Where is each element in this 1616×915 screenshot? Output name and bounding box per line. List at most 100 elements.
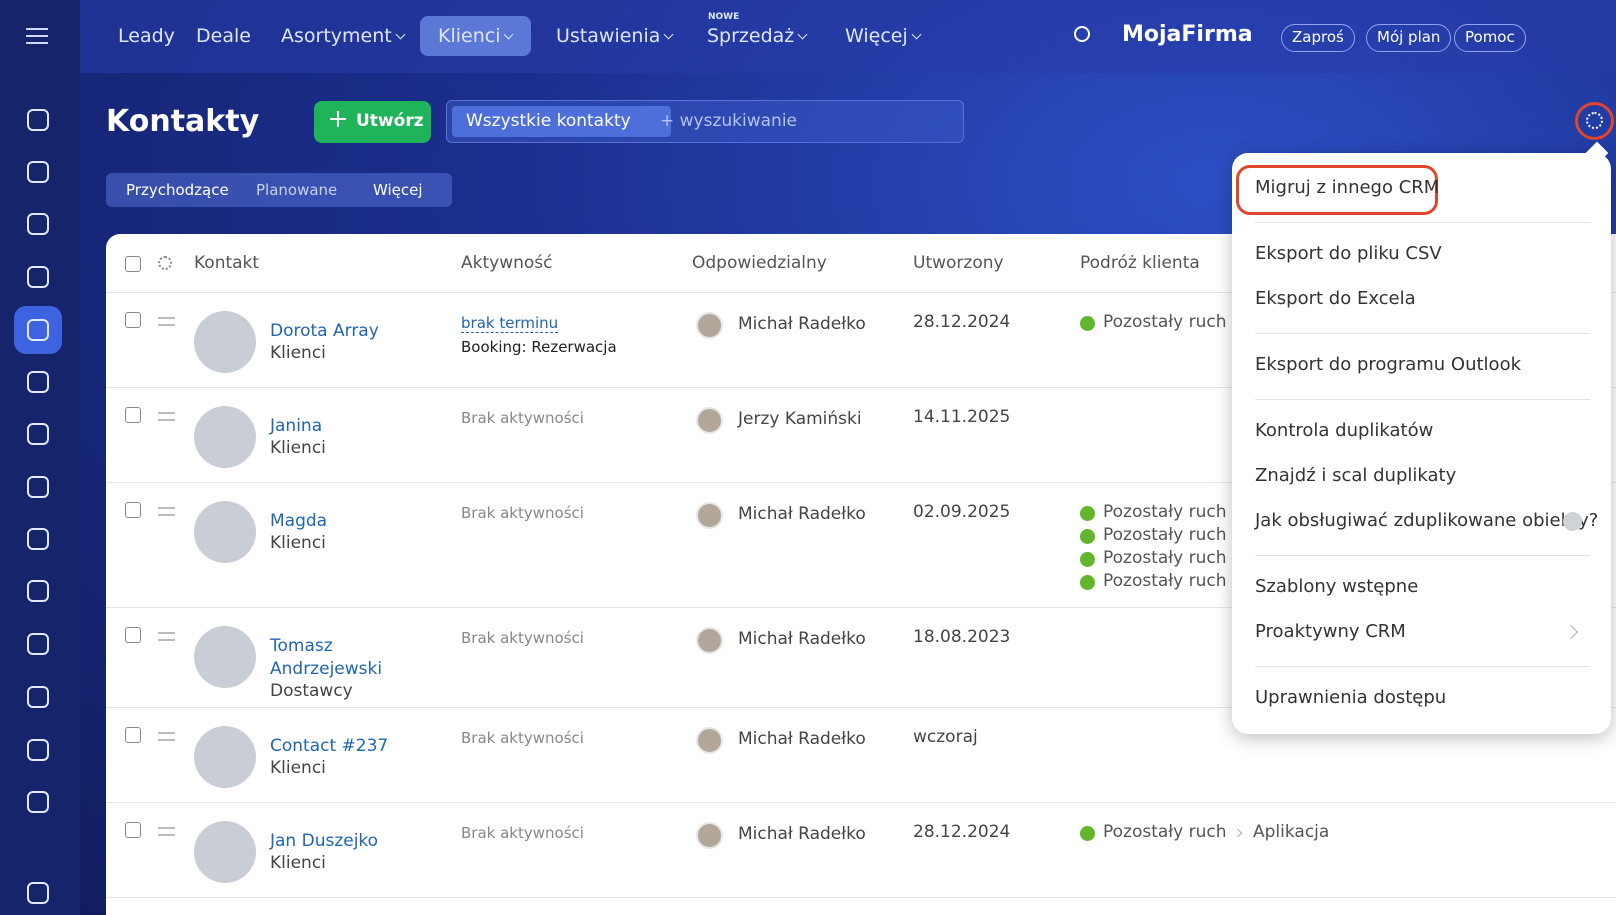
journey-icon [1080, 529, 1095, 544]
nav-item[interactable]: Ustawienia [556, 25, 661, 47]
contact-avatar [194, 626, 256, 688]
contact-name[interactable]: Dorota Array [270, 321, 379, 341]
menu-popup [1232, 153, 1611, 734]
sidebar-icon[interactable] [27, 371, 49, 393]
responsible-avatar [696, 407, 723, 434]
sidebar-icon[interactable] [27, 266, 49, 288]
settings-ring [1575, 102, 1614, 140]
contact-name[interactable]: Jan Duszejko [270, 831, 379, 851]
sidebar-icon[interactable] [27, 791, 49, 813]
settings-gear[interactable] [1586, 112, 1603, 129]
header-checkbox[interactable] [125, 256, 141, 272]
sidebar-active [14, 306, 62, 354]
responsible-name[interactable]: Michał Radełko [738, 629, 866, 649]
contact-type: Klienci [270, 853, 326, 873]
menu-item[interactable]: Eksport do programu Outlook [1255, 354, 1522, 375]
tab[interactable]: Planowane [256, 181, 338, 199]
nav-active [420, 16, 531, 56]
nav-item[interactable]: Deale [196, 25, 251, 47]
menu-item[interactable]: Znajdź i scal duplikaty [1255, 465, 1457, 486]
nav-item[interactable]: Leady [118, 25, 175, 47]
menu-item[interactable]: Eksport do pliku CSV [1255, 243, 1442, 264]
contact-name[interactable]: Tomasz Andrzejewski [270, 636, 383, 679]
responsible-avatar [696, 502, 723, 529]
sidebar-icon[interactable] [27, 739, 49, 761]
nav-item[interactable]: Więcej [845, 25, 908, 47]
menu-item[interactable]: Uprawnienia dostępu [1255, 687, 1447, 708]
sidebar-icon[interactable] [27, 686, 49, 708]
sidebar-icon[interactable] [27, 423, 49, 445]
menu-item[interactable]: Eksport do Excela [1255, 288, 1416, 309]
create-plus [330, 111, 346, 127]
column-header[interactable]: Podróż klienta [1080, 253, 1200, 273]
nav-item[interactable]: Asortyment [281, 25, 392, 47]
contact-avatar [194, 406, 256, 468]
responsible-name[interactable]: Michał Radełko [738, 729, 866, 749]
topbar [80, 0, 1616, 73]
sidebar-icon[interactable] [27, 109, 49, 131]
sidebar-icon[interactable] [27, 161, 49, 183]
search-icon[interactable] [1074, 26, 1090, 42]
header-gear[interactable] [158, 256, 172, 270]
row-line [106, 482, 1616, 483]
journey-step: Pozostały ruch [1103, 312, 1227, 332]
drag-handle [158, 507, 175, 516]
top-button[interactable]: Mój plan [1366, 24, 1452, 52]
row-checkbox[interactable] [125, 822, 141, 838]
row-line [106, 707, 1616, 708]
sidebar-icon[interactable] [27, 213, 49, 235]
sidebar-icon[interactable] [27, 319, 49, 341]
menu-icon[interactable] [26, 28, 48, 44]
sidebar-icon[interactable] [27, 580, 49, 602]
nav-item[interactable]: Klienci [438, 25, 501, 47]
menu-separator [1255, 333, 1590, 334]
contact-name[interactable]: Contact #237 [270, 736, 389, 756]
tabs-bar [106, 173, 452, 207]
responsible-name[interactable]: Jerzy Kamiński [738, 409, 862, 429]
menu-item[interactable]: Szablony wstępne [1255, 576, 1419, 597]
menu-separator [1255, 555, 1590, 556]
row-checkbox[interactable] [125, 312, 141, 328]
activity: Brak aktywności [461, 504, 584, 522]
sidebar-icon[interactable] [27, 882, 49, 904]
sidebar-icon[interactable] [27, 476, 49, 498]
menu-item[interactable]: Proaktywny CRM [1255, 621, 1406, 642]
filter-chip[interactable]: Wszystkie kontakty [452, 106, 671, 137]
row-checkbox[interactable] [125, 502, 141, 518]
sidebar-icon[interactable] [27, 633, 49, 655]
drag-handle [158, 732, 175, 741]
menu-item[interactable]: Migruj z innego CRM [1255, 177, 1440, 198]
column-header[interactable]: Kontakt [194, 253, 260, 273]
responsible-name[interactable]: Michał Radełko [738, 824, 866, 844]
responsible-name[interactable]: Michał Radełko [738, 504, 866, 524]
sidebar-icon[interactable] [27, 528, 49, 550]
top-button[interactable]: Pomoc [1454, 24, 1526, 52]
header-line [106, 292, 1616, 293]
activity-link[interactable]: brak terminu [461, 314, 559, 333]
company-name[interactable]: MojaFirma [1122, 22, 1253, 47]
nav-item[interactable]: Sprzedaż [707, 25, 795, 47]
journey-step: Pozostały ruch [1103, 571, 1227, 591]
contact-name[interactable]: Magda [270, 511, 328, 531]
journey-icon [1080, 552, 1095, 567]
row-checkbox[interactable] [125, 627, 141, 643]
created-date: 28.12.2024 [913, 312, 1011, 332]
menu-item[interactable]: Kontrola duplikatów [1255, 420, 1434, 441]
contact-name[interactable]: Janina [270, 416, 323, 436]
responsible-avatar [696, 627, 723, 654]
contact-type: Dostawcy [270, 681, 353, 701]
row-checkbox[interactable] [125, 407, 141, 423]
column-header[interactable]: Odpowiedzialny [692, 253, 827, 273]
top-button[interactable]: Zaproś [1281, 24, 1355, 52]
tab[interactable]: Więcej [373, 181, 423, 199]
responsible-name[interactable]: Michał Radełko [738, 314, 866, 334]
menu-item[interactable]: Jak obsługiwać zduplikowane obiekty? [1255, 510, 1599, 531]
column-header[interactable]: Aktywność [461, 253, 553, 273]
search-placeholder[interactable]: + wyszukiwanie [660, 111, 798, 131]
row-checkbox[interactable] [125, 727, 141, 743]
column-header[interactable]: Utworzony [913, 253, 1004, 273]
contact-type: Klienci [270, 758, 326, 778]
tab[interactable]: Przychodzące [126, 181, 229, 199]
journey-icon [1080, 506, 1095, 521]
row-line [106, 387, 1616, 388]
